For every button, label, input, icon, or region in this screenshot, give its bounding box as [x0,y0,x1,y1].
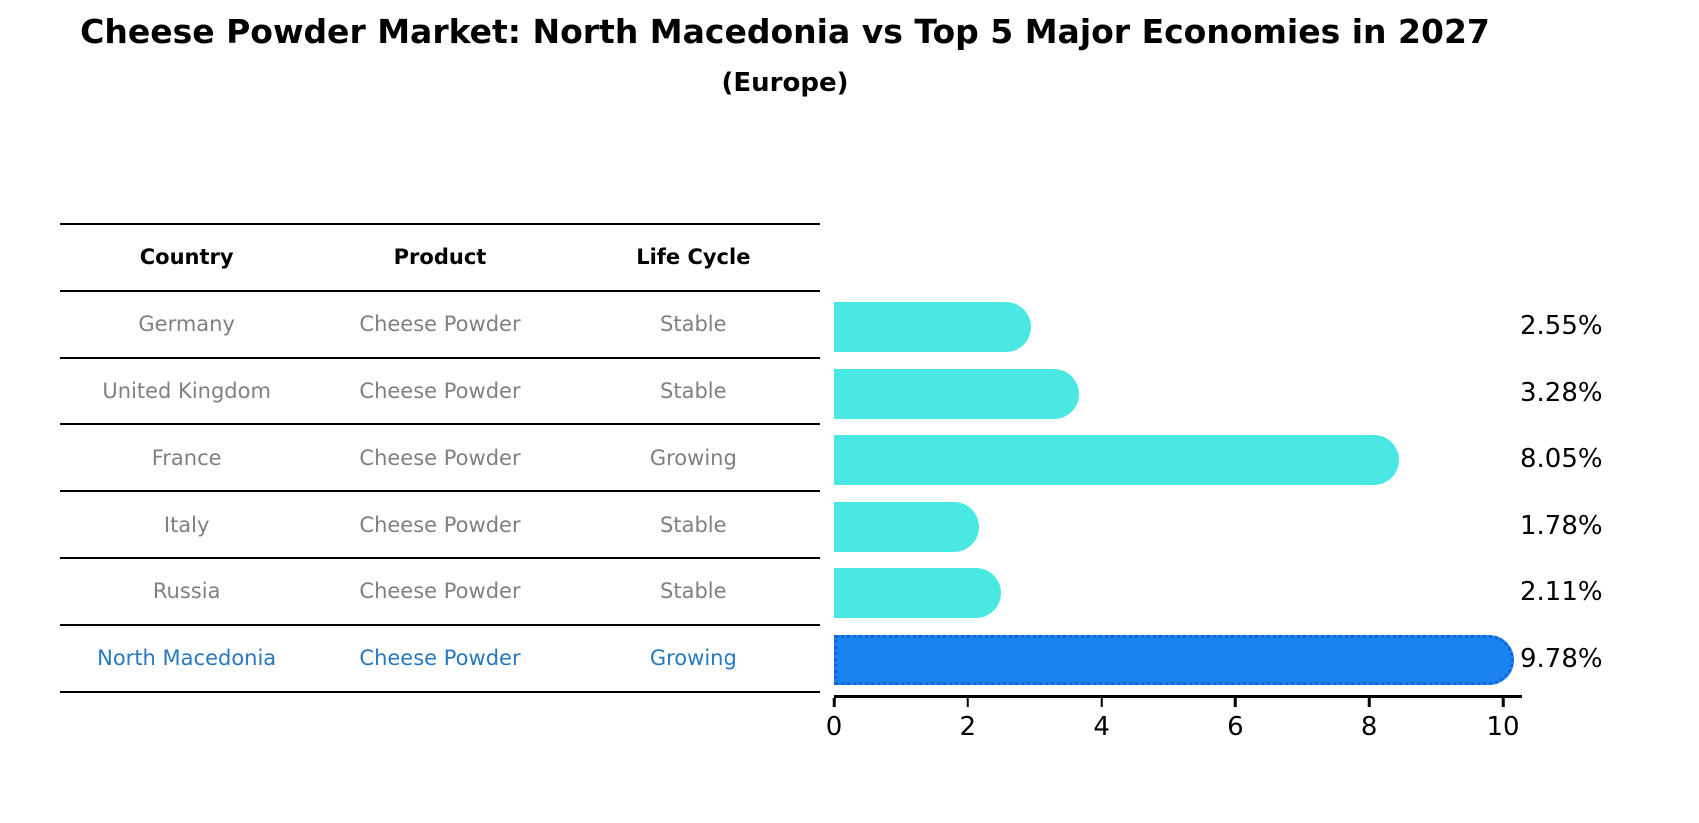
value-label-italy: 1.78% [1520,510,1603,541]
value-label-united-kingdom: 3.28% [1520,377,1603,408]
column-header-product: Product [393,245,487,270]
table-row-france: France Cheese Powder Growing [60,425,820,493]
cell-product: Cheese Powder [359,378,521,403]
value-label-russia: 2.11% [1520,577,1603,608]
chart-title: Cheese Powder Market: North Macedonia vs… [80,12,1490,51]
info-table: Country Product Life Cycle Germany Cheese… [60,223,820,693]
bar-italy [834,501,980,552]
cell-product: Cheese Powder [359,579,521,604]
cell-country: United Kingdom [102,378,271,403]
x-tick-label-8: 8 [1360,712,1378,742]
chart-header: Cheese Powder Market: North Macedonia vs… [0,12,1570,98]
column-header-country: Country [139,245,234,270]
x-tick-label-0: 0 [825,712,843,742]
cell-country: Italy [163,512,210,537]
bar-russia [834,568,1002,619]
table-row-united-kingdom: United Kingdom Cheese Powder Stable [60,359,820,426]
cell-life-cycle: Growing [649,646,737,671]
cell-life-cycle: Stable [660,312,727,337]
cell-life-cycle: Stable [660,512,727,537]
chart-subtitle: (Europe) [721,67,849,98]
cell-product: Cheese Powder [359,512,521,537]
x-tick-mark-6 [1234,698,1237,707]
table-header-row: Country Product Life Cycle [60,225,820,292]
bar-plot-area: 0 2 4 6 8 10 [826,223,1522,742]
x-tick-mark-10 [1501,698,1505,707]
value-label-france: 8.05% [1520,444,1603,475]
cell-life-cycle: Stable [660,378,727,403]
bar-germany [834,302,1031,352]
cell-country: North Macedonia [97,646,277,671]
value-label-germany: 2.55% [1520,311,1603,341]
column-header-life-cycle: Life Cycle [636,245,751,270]
table-row-russia: Russia Cheese Powder Stable [60,559,820,626]
x-tick-mark-0 [832,698,836,707]
bar-north-macedonia [834,635,1515,685]
table-row-germany: Germany Cheese Powder Stable [60,292,820,359]
cell-product: Cheese Powder [359,445,521,470]
x-tick-mark-8 [1367,698,1371,707]
cell-product: Cheese Powder [359,646,521,671]
cell-country: France [151,445,222,470]
table-body: Germany Cheese Powder Stable United Kingdom… [60,292,820,693]
value-label-north-macedonia: 9.78% [1520,644,1603,674]
cell-life-cycle: Growing [649,445,737,470]
table-row-north-macedonia: North Macedonia Cheese Powder Growing [60,626,820,693]
x-tick-label-4: 4 [1093,712,1110,742]
bar-united-kingdom [834,368,1080,419]
bar-france [834,435,1399,486]
x-tick-label-10: 10 [1486,712,1520,742]
cell-product: Cheese Powder [359,312,521,337]
x-tick-label-6: 6 [1227,712,1244,742]
x-tick-label-2: 2 [959,712,977,742]
cell-country: Germany [138,312,235,337]
x-tick-mark-4 [1100,698,1103,707]
table-row-italy: Italy Cheese Powder Stable [60,492,820,559]
cell-country: Russia [152,579,221,604]
cell-life-cycle: Stable [660,579,727,604]
x-tick-mark-2 [966,698,970,707]
